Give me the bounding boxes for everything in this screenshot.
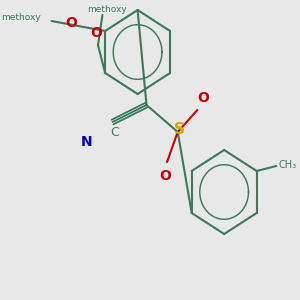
- Text: O: O: [197, 91, 209, 105]
- Text: O: O: [65, 16, 77, 30]
- Text: N: N: [81, 135, 92, 149]
- Text: methoxy: methoxy: [87, 5, 127, 14]
- Text: methoxy: methoxy: [1, 14, 41, 22]
- Text: O: O: [159, 169, 171, 183]
- Text: C: C: [110, 125, 119, 139]
- Text: O: O: [90, 26, 102, 40]
- Text: CH₃: CH₃: [278, 160, 296, 170]
- Text: S: S: [174, 122, 185, 137]
